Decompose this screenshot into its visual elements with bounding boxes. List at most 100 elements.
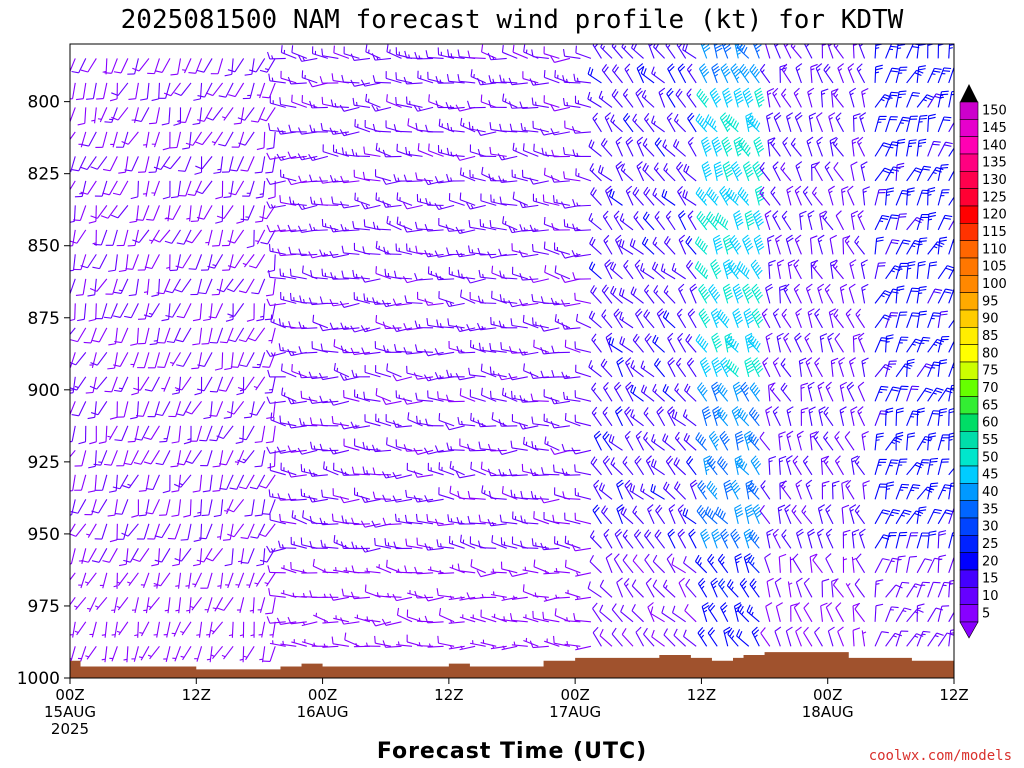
wind-barb <box>809 553 818 573</box>
wind-barb <box>751 357 764 378</box>
wind-barb <box>663 163 676 182</box>
wind-barb <box>791 504 802 525</box>
wind-barb <box>488 100 507 108</box>
wind-barb <box>813 431 823 451</box>
wind-barb <box>143 278 150 295</box>
wind-barb <box>648 44 655 59</box>
wind-barb <box>694 261 709 280</box>
wind-barb <box>671 605 686 623</box>
wind-barb <box>564 412 581 427</box>
wind-barb <box>600 358 613 378</box>
wind-barb <box>662 310 676 329</box>
wind-barb <box>575 364 592 378</box>
wind-barb <box>70 352 76 369</box>
wind-barb <box>187 180 203 196</box>
wind-barb <box>564 512 581 525</box>
wind-barb <box>299 295 318 304</box>
wind-barb <box>501 486 518 500</box>
wind-barb <box>185 131 203 146</box>
wind-barb <box>895 311 908 328</box>
wind-barb <box>742 161 754 182</box>
wind-barb <box>619 213 634 231</box>
wind-barb <box>732 283 744 304</box>
wind-barb <box>500 342 518 353</box>
wind-barb <box>699 357 712 378</box>
wind-barb <box>653 285 666 304</box>
wind-barb <box>827 44 834 59</box>
wind-barb <box>522 71 539 84</box>
wind-barb <box>854 602 865 623</box>
wind-barb <box>509 613 528 623</box>
wind-barb <box>466 202 486 210</box>
wind-barb <box>90 401 108 416</box>
wind-barb <box>319 517 339 526</box>
wind-barb <box>592 504 602 525</box>
wind-barb <box>906 358 915 377</box>
wind-barb <box>480 593 497 599</box>
wind-barb <box>782 136 792 157</box>
wind-barb <box>573 613 591 623</box>
wind-barb <box>489 219 507 231</box>
wind-barb <box>340 617 360 625</box>
wind-barb <box>508 373 528 381</box>
wind-barb <box>764 210 772 231</box>
wind-barb <box>329 593 349 601</box>
wind-barb <box>673 139 687 157</box>
wind-barb <box>425 418 444 427</box>
wind-barb <box>744 210 755 231</box>
wind-barb <box>239 352 255 368</box>
wind-barb <box>363 391 381 402</box>
wind-barb <box>308 495 328 503</box>
wind-barb <box>74 621 87 636</box>
wind-barb <box>778 431 786 451</box>
wind-barb <box>206 646 213 663</box>
wind-barb <box>227 303 245 317</box>
wind-barb <box>487 52 507 61</box>
wind-barb <box>116 229 129 247</box>
wind-barb <box>799 210 807 230</box>
wind-barb <box>683 163 697 182</box>
wind-barb <box>171 376 182 395</box>
wind-barb <box>210 645 224 660</box>
wind-barb <box>170 180 182 199</box>
wind-barb <box>301 70 318 84</box>
wind-barb <box>198 278 213 295</box>
wind-barb <box>163 82 181 97</box>
wind-barb <box>414 344 434 353</box>
wind-barb <box>885 481 895 500</box>
wind-barb <box>497 372 518 381</box>
wind-barb <box>403 225 423 233</box>
x-tick-label: 2025 <box>51 720 89 738</box>
wind-barb <box>250 523 266 539</box>
wind-barb <box>213 156 224 174</box>
wind-barb <box>501 616 518 623</box>
wind-barb <box>262 499 276 515</box>
wind-barb <box>651 261 665 280</box>
wind-barb <box>885 91 899 108</box>
wind-barb <box>520 540 539 549</box>
wind-barb <box>289 268 307 280</box>
wind-barb <box>152 229 171 243</box>
wind-barb <box>353 169 371 182</box>
wind-barb <box>77 646 87 662</box>
wind-barb <box>726 579 739 598</box>
wind-barb <box>765 283 773 304</box>
wind-barb <box>339 373 360 381</box>
wind-barb <box>308 396 328 404</box>
wind-barb <box>365 93 381 108</box>
colorbar-swatch <box>959 344 979 363</box>
wind-barb <box>70 131 76 141</box>
wind-barb <box>542 194 560 206</box>
wind-barb <box>499 270 518 280</box>
wind-barb <box>239 621 245 638</box>
wind-barb <box>948 557 954 573</box>
wind-barb <box>611 627 623 647</box>
wind-barb <box>667 406 676 427</box>
y-tick-label: 900 <box>28 381 60 401</box>
wind-barb <box>844 431 855 451</box>
wind-barb <box>457 416 476 427</box>
wind-barb <box>71 156 87 172</box>
wind-barb <box>687 136 697 157</box>
wind-barb <box>77 303 87 322</box>
